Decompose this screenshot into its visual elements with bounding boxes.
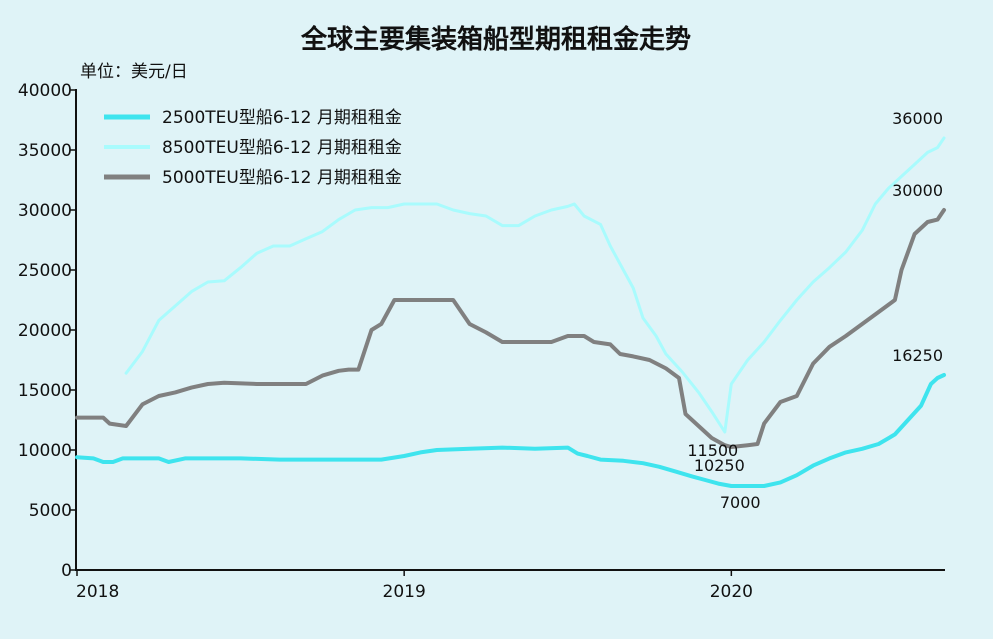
data-label: 30000: [892, 181, 943, 200]
legend-label: 5000TEU型船6-12 月期租租金: [162, 168, 402, 188]
data-label: 16250: [892, 346, 943, 365]
x-tick-label: 2019: [383, 582, 426, 602]
data-label: 11500: [687, 441, 738, 460]
y-tick-label: 0: [61, 561, 72, 581]
x-tick-label: 2018: [76, 582, 119, 602]
x-ticks: 2018 2019 2020: [76, 570, 753, 602]
data-label: 36000: [892, 109, 943, 128]
legend: 2500TEU型船6-12 月期租租金 8500TEU型船6-12 月期租租金 50…: [104, 108, 402, 188]
data-label: 7000: [720, 493, 761, 512]
y-tick-label: 20000: [18, 321, 72, 341]
y-tick-label: 30000: [18, 201, 72, 221]
series-line-1: [124, 136, 946, 434]
chart-title: 全球主要集装箱船型期租租金走势: [300, 24, 691, 55]
y-tick-label: 25000: [18, 261, 72, 281]
series-line-0: [75, 373, 946, 488]
y-tick-label: 35000: [18, 141, 72, 161]
y-tick-label: 5000: [29, 501, 72, 521]
x-tick-label: 2020: [710, 582, 753, 602]
y-ticks: 0 5000 10000 15000 20000 25000 30000 35000 40000: [18, 81, 76, 581]
legend-label: 8500TEU型船6-12 月期租租金: [162, 138, 402, 158]
unit-label: 单位：美元/日: [80, 62, 188, 82]
data-label: 10250: [694, 456, 745, 475]
axes: [75, 89, 945, 571]
y-tick-label: 10000: [18, 441, 72, 461]
legend-label: 2500TEU型船6-12 月期租租金: [162, 108, 402, 128]
y-tick-label: 15000: [18, 381, 72, 401]
series-lines: [75, 136, 946, 488]
y-tick-label: 40000: [18, 81, 72, 101]
series-line-2: [75, 208, 946, 449]
